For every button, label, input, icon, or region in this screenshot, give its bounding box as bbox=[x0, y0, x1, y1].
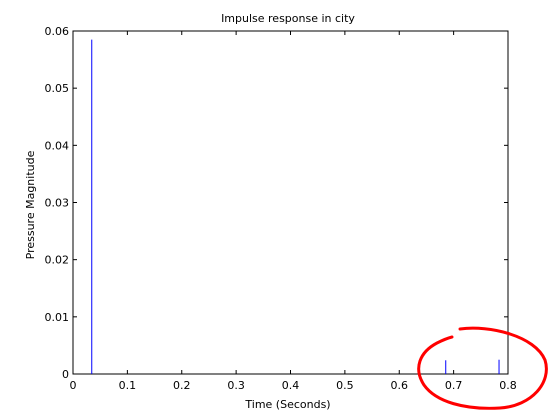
x-tick-label: 0.2 bbox=[173, 379, 191, 392]
x-tick-label: 0.7 bbox=[445, 379, 463, 392]
y-axis-label: Pressure Magnitude bbox=[24, 150, 37, 259]
x-tick-label: 0 bbox=[70, 379, 77, 392]
y-tick-label: 0.03 bbox=[45, 197, 70, 210]
x-tick-label: 0.8 bbox=[499, 379, 517, 392]
x-axis-label: Time (Seconds) bbox=[244, 398, 330, 411]
x-tick-label: 0.4 bbox=[282, 379, 300, 392]
red-annotation-circle bbox=[417, 326, 548, 410]
x-tick-label: 0.5 bbox=[336, 379, 354, 392]
x-tick-label: 0.1 bbox=[119, 379, 137, 392]
y-tick-label: 0.06 bbox=[45, 25, 70, 38]
ticks: 0 0.1 0.2 0.3 0.4 0.5 0.6 0.7 0.8 0 0.01 0.02 0.03 0.… bbox=[45, 25, 517, 392]
y-tick-label: 0.02 bbox=[45, 254, 70, 267]
y-tick-label: 0.04 bbox=[45, 139, 70, 152]
y-tick-label: 0.01 bbox=[45, 311, 70, 324]
x-tick-label: 0.6 bbox=[391, 379, 409, 392]
data-marks bbox=[91, 39, 500, 374]
chart-title: Impulse response in city bbox=[221, 12, 355, 25]
y-tick-label: 0 bbox=[62, 368, 69, 381]
y-tick-label: 0.05 bbox=[45, 82, 70, 95]
x-tick-label: 0.3 bbox=[227, 379, 245, 392]
